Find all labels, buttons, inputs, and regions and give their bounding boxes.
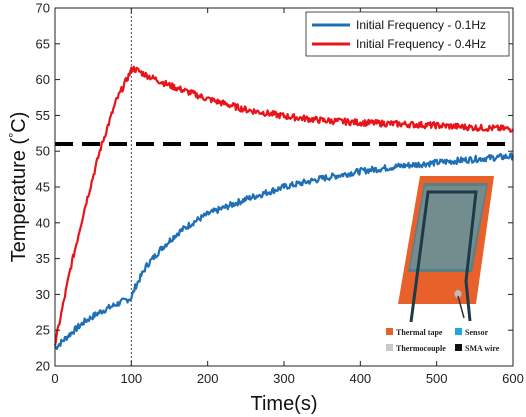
- y-tick-label: 45: [36, 180, 50, 195]
- inset-legend-swatch-thermal-tape: [386, 328, 393, 335]
- inset-legend-swatch-thermocouple: [386, 344, 393, 351]
- inset-legend-swatch-sma-wire: [455, 344, 462, 351]
- inset-legend-label-sma-wire: SMA wire: [465, 344, 500, 353]
- y-tick-label: 65: [36, 36, 50, 51]
- legend-box: [305, 11, 510, 57]
- y-axis-title-degree: °: [6, 133, 21, 138]
- inset-legend-swatch-sensor: [455, 328, 462, 335]
- inset-legend-label-sensor: Sensor: [465, 328, 489, 337]
- x-axis-title: Time(s): [250, 393, 317, 415]
- x-tick-label: 600: [502, 371, 524, 386]
- ticks-layer: 0 100 200 300 400 500 600 20 25 30 35 40 45 50 55 60 65 7…: [36, 1, 524, 387]
- inset-legend-label-thermocouple: Thermocouple: [396, 344, 446, 353]
- y-tick-label: 35: [36, 251, 50, 266]
- thermocouple-shape: [410, 186, 486, 269]
- x-tick-label: 100: [120, 371, 142, 386]
- y-tick-label: 70: [36, 1, 50, 16]
- y-axis-title-prefix: Temperature (: [8, 138, 30, 263]
- x-tick-label: 200: [197, 371, 219, 386]
- x-tick-label: 500: [426, 371, 448, 386]
- y-axis-title: Temperature (°C): [6, 112, 30, 263]
- y-tick-label: 30: [36, 287, 50, 302]
- thermocouple-lead: [457, 295, 465, 319]
- legend: Initial Frequency - 0.1Hz Initial Freque…: [305, 11, 510, 57]
- y-axis-title-suffix: C): [8, 112, 30, 133]
- x-tick-label: 400: [349, 371, 371, 386]
- x-tick-label: 0: [51, 371, 58, 386]
- y-tick-label: 20: [36, 359, 50, 374]
- sma-wire-shape: [409, 190, 478, 323]
- x-tick-label: 300: [273, 371, 295, 386]
- y-tick-label: 25: [36, 323, 50, 338]
- y-tick-label: 55: [36, 108, 50, 123]
- series-line-1: [54, 152, 515, 350]
- legend-label-series-2: Initial Frequency - 0.4Hz: [356, 37, 486, 51]
- legend-label-series-1: Initial Frequency - 0.1Hz: [356, 18, 486, 32]
- reference-lines: [55, 8, 513, 366]
- series-line-2: [53, 65, 515, 346]
- thermocouple-tip: [454, 290, 462, 298]
- inset-illustration: Thermal tape Sensor Thermocouple SMA wir…: [386, 176, 500, 353]
- y-tick-label: 60: [36, 72, 50, 87]
- series-layer: [53, 65, 515, 350]
- inset-legend-label-thermal-tape: Thermal tape: [396, 328, 443, 337]
- y-tick-label: 50: [36, 144, 50, 159]
- y-tick-label: 40: [36, 215, 50, 230]
